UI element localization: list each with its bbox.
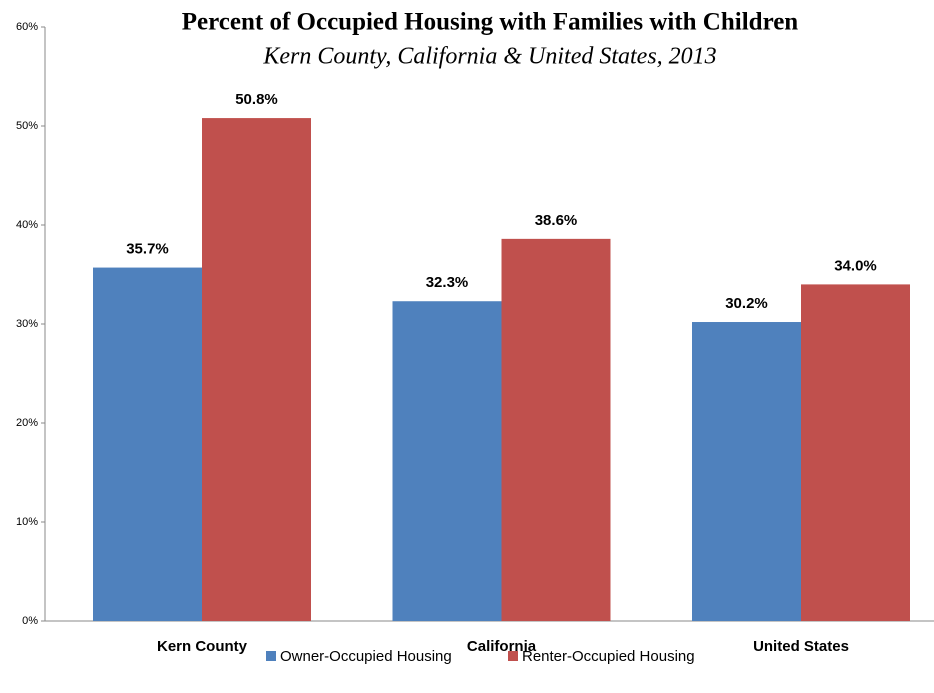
legend-label: Owner-Occupied Housing xyxy=(280,648,452,665)
bar xyxy=(392,301,502,621)
data-label: 38.6% xyxy=(535,212,578,229)
y-tick-label: 0% xyxy=(22,615,38,627)
data-label: 50.8% xyxy=(235,91,278,108)
data-label: 35.7% xyxy=(126,241,169,258)
chart-subtitle: Kern County, California & United States,… xyxy=(262,44,716,70)
y-tick-label: 10% xyxy=(16,516,38,528)
legend-swatch xyxy=(508,651,518,661)
x-tick-label: United States xyxy=(753,638,849,655)
y-tick-label: 20% xyxy=(16,417,38,429)
legend-swatch xyxy=(266,651,276,661)
bar xyxy=(801,284,910,621)
bar xyxy=(202,118,311,621)
x-tick-label: Kern County xyxy=(157,638,248,655)
bar xyxy=(501,238,611,622)
bar xyxy=(692,322,801,621)
y-tick-label: 30% xyxy=(16,318,38,330)
legend-label: Renter-Occupied Housing xyxy=(522,648,695,665)
y-tick-label: 50% xyxy=(16,120,38,132)
data-label: 32.3% xyxy=(426,274,469,291)
x-tick-label: California xyxy=(467,638,537,655)
y-tick-label: 40% xyxy=(16,219,38,231)
y-tick-label: 60% xyxy=(16,21,38,33)
data-label: 30.2% xyxy=(725,295,768,312)
bar xyxy=(93,267,202,621)
chart-title: Percent of Occupied Housing with Familie… xyxy=(182,9,799,36)
data-label: 34.0% xyxy=(834,257,877,274)
